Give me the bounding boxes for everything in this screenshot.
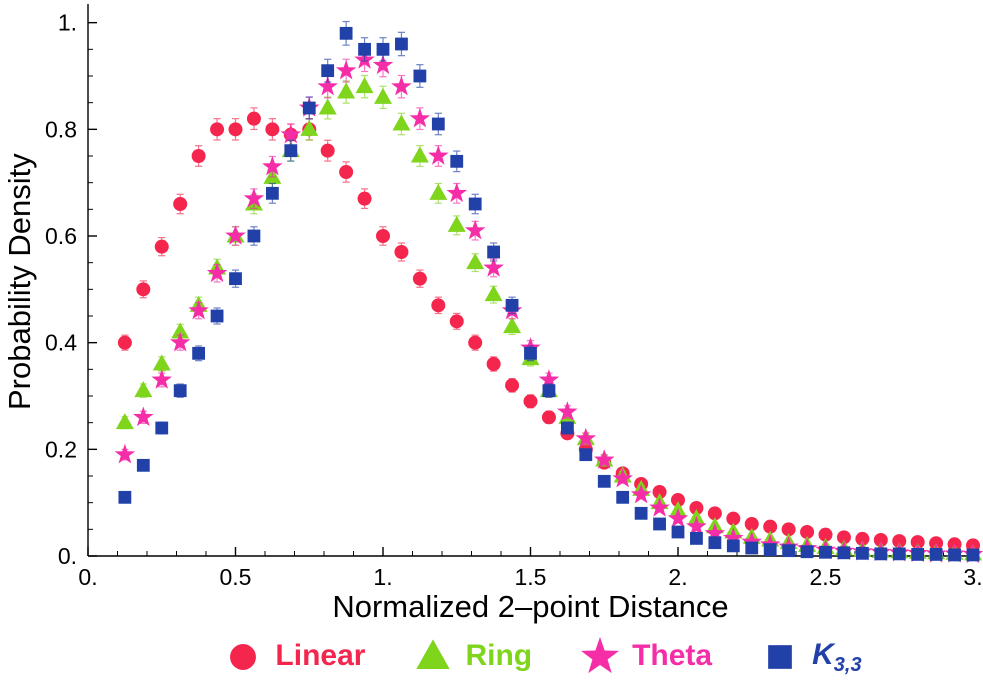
x-tick-label: 1. bbox=[373, 564, 392, 590]
series-theta bbox=[114, 47, 983, 564]
x-tick-label: 2. bbox=[668, 564, 687, 590]
legend-label-linear: Linear bbox=[275, 639, 366, 672]
y-tick-label: 0. bbox=[58, 543, 77, 569]
y-tick-label: 1. bbox=[58, 10, 77, 36]
legend: Linear Ring Theta K3,3 bbox=[0, 636, 983, 676]
circle-marker-icon bbox=[230, 644, 257, 670]
x-tick-label: 0. bbox=[78, 564, 97, 590]
y-tick-label: 0.8 bbox=[45, 116, 77, 142]
x-tick-label: 1.5 bbox=[515, 564, 547, 590]
star-marker-icon bbox=[581, 637, 620, 674]
x-tick-label: 2.5 bbox=[810, 564, 842, 590]
y-tick-label: 0.4 bbox=[45, 330, 77, 356]
x-axis-label: Normalized 2–point Distance bbox=[332, 589, 729, 624]
series-k3-3 bbox=[118, 20, 980, 562]
y-tick-label: 0.6 bbox=[45, 223, 77, 249]
legend-label-ring: Ring bbox=[465, 639, 533, 672]
series-linear bbox=[117, 107, 980, 553]
major-ticks: 0. 0.5 1. 1.5 2. 2.5 3. 0. 0.2 0.4 0.6 0.8 1. bbox=[45, 10, 983, 590]
triangle-marker-icon bbox=[416, 639, 451, 670]
square-marker-icon bbox=[768, 645, 792, 669]
legend-item-theta: Theta bbox=[578, 636, 712, 676]
legend-item-linear: Linear bbox=[221, 636, 365, 676]
x-tick-label: 3. bbox=[963, 564, 982, 590]
chart-plot-area: 0. 0.5 1. 1.5 2. 2.5 3. 0. 0.2 0.4 0.6 0.8 1. bbox=[45, 4, 983, 590]
y-tick-label: 0.2 bbox=[45, 436, 77, 462]
y-axis-label: Probability Density bbox=[2, 153, 37, 411]
legend-item-ring: Ring bbox=[411, 636, 532, 676]
series-ring bbox=[115, 74, 982, 561]
legend-label-theta: Theta bbox=[632, 639, 713, 672]
legend-label-k33: K3,3 bbox=[812, 637, 862, 676]
legend-item-k33: K3,3 bbox=[758, 636, 862, 676]
x-tick-label: 0.5 bbox=[220, 564, 252, 590]
